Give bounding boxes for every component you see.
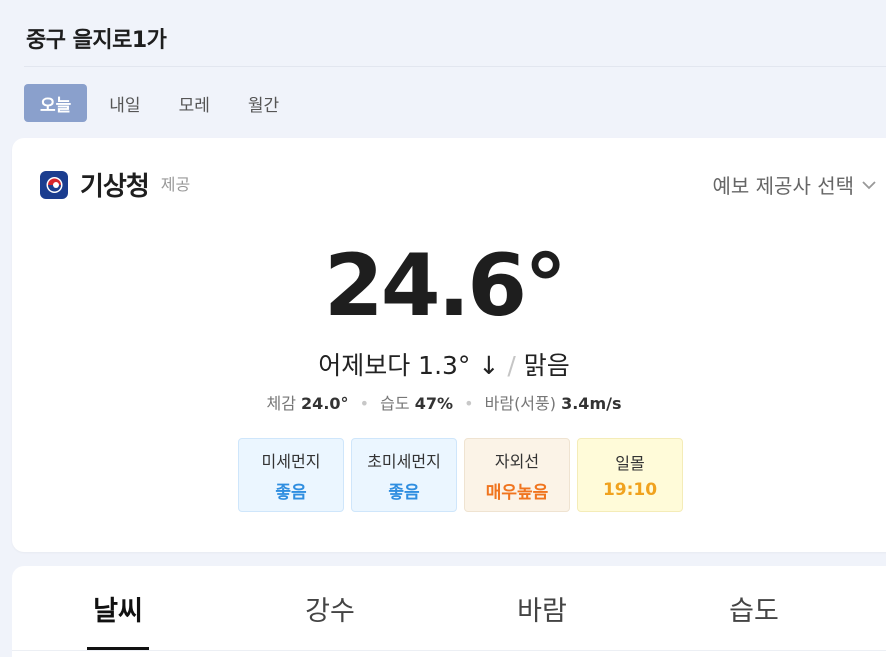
feels-like-label: 체감 <box>266 394 296 413</box>
current-temperature: 24.6° <box>323 236 567 336</box>
divider <box>12 650 886 651</box>
humidity-value: 47% <box>414 394 453 413</box>
sunset-chip[interactable]: 일몰 19:10 <box>577 438 683 512</box>
provider-name: 기상청 <box>80 172 150 202</box>
chevron-down-icon <box>862 180 876 189</box>
chip-value: 매우높음 <box>485 482 549 503</box>
provider-info: 기상청 제공 <box>40 166 190 203</box>
humidity-label: 습도 <box>380 394 410 413</box>
info-tabs-card: 날씨 강수 바람 습도 <box>12 566 886 657</box>
tab-tomorrow[interactable]: 내일 <box>109 95 141 116</box>
tab-today[interactable]: 오늘 <box>24 84 88 122</box>
provider-select-label: 예보 제공사 선택 <box>712 174 854 198</box>
chip-label: 일몰 <box>615 454 645 473</box>
provider-select-button[interactable]: 예보 제공사 선택 <box>712 170 876 199</box>
air-quality-chips: 미세먼지 좋음 초미세먼지 좋음 자외선 매우높음 일몰 19:10 <box>238 438 690 512</box>
day-tabs: 오늘 내일 모레 월간 <box>24 84 301 122</box>
tab-monthly[interactable]: 월간 <box>247 95 280 116</box>
temperature-comparison: 어제보다 1.3° ↓ / 맑음 <box>12 346 876 382</box>
separator: / <box>507 351 516 380</box>
chip-label: 초미세먼지 <box>367 451 441 471</box>
info-tabs: 날씨 강수 바람 습도 <box>12 566 860 650</box>
compare-text: 어제보다 1.3° ↓ <box>318 351 500 380</box>
weather-details: 체감 24.0° • 습도 47% • 바람(서풍) 3.4m/s <box>12 390 876 414</box>
tab-weather[interactable]: 날씨 <box>12 566 224 650</box>
chip-value: 좋음 <box>275 482 307 503</box>
fine-dust-chip[interactable]: 미세먼지 좋음 <box>238 438 344 512</box>
chip-value: 좋음 <box>388 482 420 503</box>
wind-value: 3.4m/s <box>561 394 622 413</box>
provider-suffix: 제공 <box>160 174 191 194</box>
weather-condition: 맑음 <box>523 351 570 380</box>
chip-label: 자외선 <box>494 451 540 471</box>
divider <box>24 66 886 67</box>
chip-label: 미세먼지 <box>261 451 321 471</box>
tab-precipitation[interactable]: 강수 <box>305 595 355 627</box>
kma-logo-icon <box>40 170 68 199</box>
current-weather-card: 기상청 제공 예보 제공사 선택 24.6° 어제보다 1.3° ↓ / 맑음 체감… <box>12 138 886 552</box>
wind-label: 바람(서풍) <box>484 394 556 413</box>
feels-like-value: 24.0° <box>301 394 349 413</box>
ultrafine-dust-chip[interactable]: 초미세먼지 좋음 <box>351 438 457 512</box>
tab-day-after-tomorrow[interactable]: 모레 <box>178 95 210 116</box>
dot-separator: • <box>359 394 370 413</box>
tab-wind[interactable]: 바람 <box>517 595 567 627</box>
uv-index-chip[interactable]: 자외선 매우높음 <box>464 438 570 512</box>
chip-value: 19:10 <box>602 480 658 500</box>
location-title: 중구 을지로1가 <box>26 28 167 53</box>
dot-separator: • <box>464 394 474 413</box>
tab-humidity[interactable]: 습도 <box>729 595 779 627</box>
